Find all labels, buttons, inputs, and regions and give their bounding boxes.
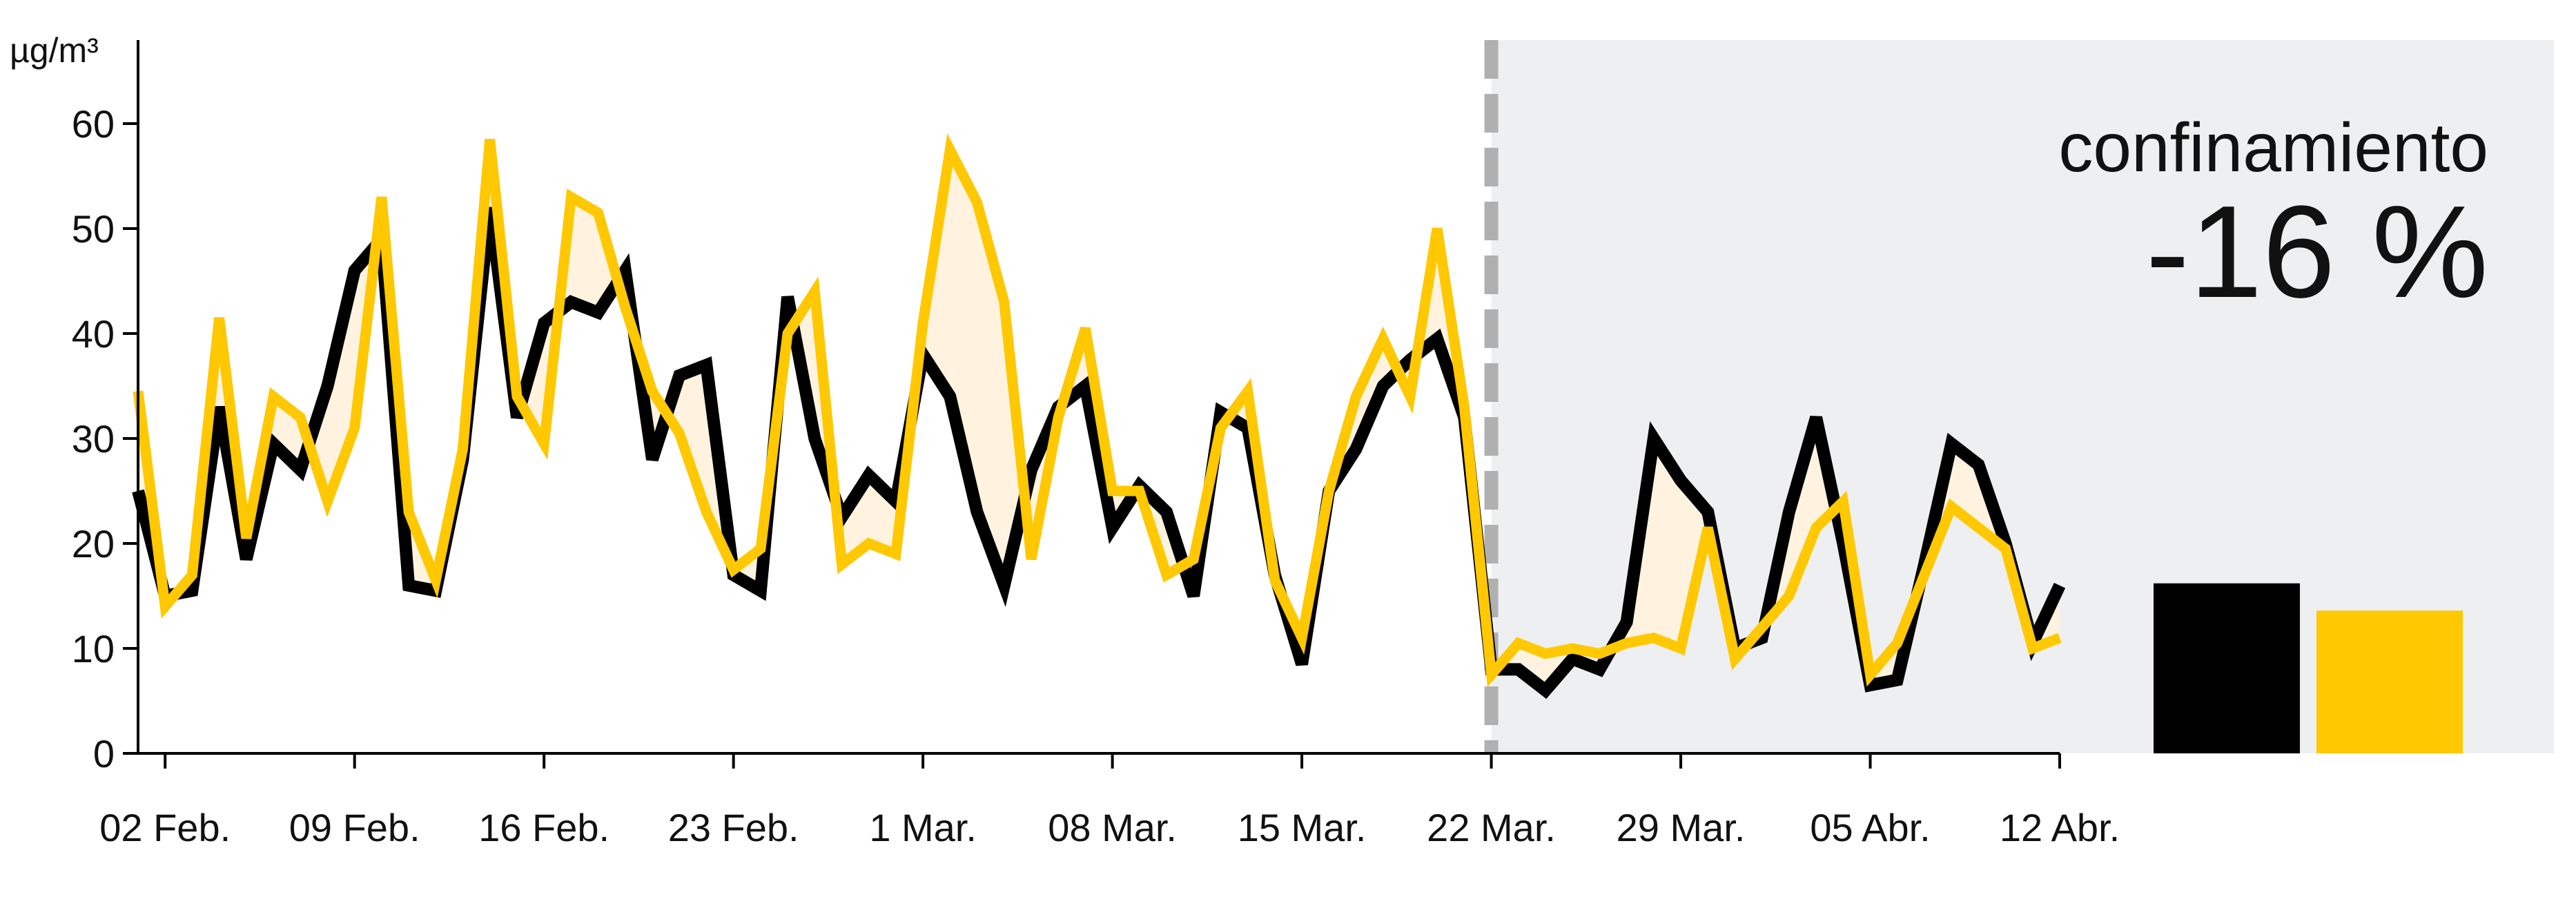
x-tick-label: 22 Mar. [1427,806,1556,849]
y-tick-label: 40 [72,312,115,356]
summary-bars [2154,583,2463,753]
y-tick-label: 60 [72,102,115,146]
y-ticks: 0 10 20 30 40 50 60 [72,102,138,775]
y-tick-label: 10 [72,627,115,671]
x-ticks: 02 Feb. 09 Feb. 16 Feb. 23 Feb. 1 Mar. 08 Mar… [99,753,2120,849]
y-tick-label: 50 [72,207,115,251]
x-tick-label: 1 Mar. [869,806,977,849]
summary-bar [2316,610,2463,753]
x-tick-label: 23 Feb. [668,806,799,849]
y-tick-label: 20 [72,522,115,566]
difference-segment [679,365,707,512]
lockdown-change-value: -16 % [2146,179,2488,325]
difference-segment [977,202,1004,586]
difference-segment [841,475,869,565]
x-tick-label: 05 Abr. [1810,806,1930,849]
unit-label: µg/m³ [10,31,99,70]
y-tick-label: 0 [93,732,115,775]
x-tick-label: 02 Feb. [99,806,231,849]
difference-segment [571,197,598,313]
x-tick-label: 29 Mar. [1617,806,1746,849]
x-tick-label: 16 Feb. [478,806,609,849]
summary-bar [2154,583,2300,753]
difference-segment [1653,438,1681,648]
lockdown-label: confinamiento [2058,109,2488,186]
x-tick-label: 12 Abr. [2000,806,2120,849]
y-tick-label: 30 [72,417,115,461]
series-line-yellow [133,133,2062,688]
axes [137,40,2060,755]
x-tick-label: 15 Mar. [1238,806,1367,849]
x-tick-label: 08 Mar. [1048,806,1177,849]
x-tick-label: 09 Feb. [289,806,420,849]
